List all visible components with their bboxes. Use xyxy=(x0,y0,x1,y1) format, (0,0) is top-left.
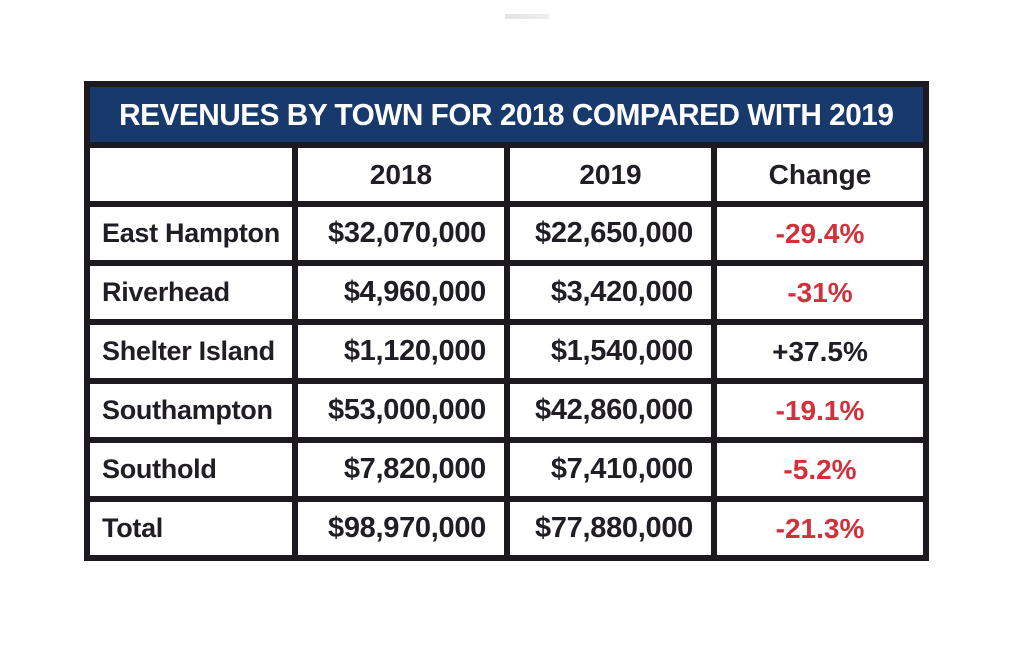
revenue-2018-cell: $98,970,000 xyxy=(298,502,504,555)
column-header-change: Change xyxy=(717,148,923,201)
revenue-2019-cell: $77,880,000 xyxy=(510,502,711,555)
change-cell: -19.1% xyxy=(717,384,923,437)
change-cell: +37.5% xyxy=(717,325,923,378)
revenue-2018-cell: $53,000,000 xyxy=(298,384,504,437)
town-cell: Southold xyxy=(90,443,292,496)
revenue-2019-cell: $3,420,000 xyxy=(510,266,711,319)
town-cell: East Hampton xyxy=(90,207,292,260)
town-cell: Southampton xyxy=(90,384,292,437)
column-header-2019: 2019 xyxy=(510,148,711,201)
revenue-2018-cell: $4,960,000 xyxy=(298,266,504,319)
column-header-2018: 2018 xyxy=(298,148,504,201)
revenue-2019-cell: $42,860,000 xyxy=(510,384,711,437)
revenue-2019-cell: $7,410,000 xyxy=(510,443,711,496)
table-title-bar: REVENUES BY TOWN FOR 2018 COMPARED WITH … xyxy=(90,87,923,142)
change-cell: -29.4% xyxy=(717,207,923,260)
page-artifact xyxy=(505,14,549,19)
revenue-2018-cell: $32,070,000 xyxy=(298,207,504,260)
town-cell: Riverhead xyxy=(90,266,292,319)
revenue-table: REVENUES BY TOWN FOR 2018 COMPARED WITH … xyxy=(84,81,929,561)
town-cell: Shelter Island xyxy=(90,325,292,378)
revenue-2018-cell: $7,820,000 xyxy=(298,443,504,496)
change-cell: -31% xyxy=(717,266,923,319)
revenue-2019-cell: $1,540,000 xyxy=(510,325,711,378)
revenue-2018-cell: $1,120,000 xyxy=(298,325,504,378)
table-grid: 2018 2019 Change East Hampton $32,070,00… xyxy=(90,148,923,555)
change-cell: -21.3% xyxy=(717,502,923,555)
column-header-town xyxy=(90,148,292,201)
change-cell: -5.2% xyxy=(717,443,923,496)
town-cell: Total xyxy=(90,502,292,555)
revenue-2019-cell: $22,650,000 xyxy=(510,207,711,260)
table-title: REVENUES BY TOWN FOR 2018 COMPARED WITH … xyxy=(119,96,894,132)
